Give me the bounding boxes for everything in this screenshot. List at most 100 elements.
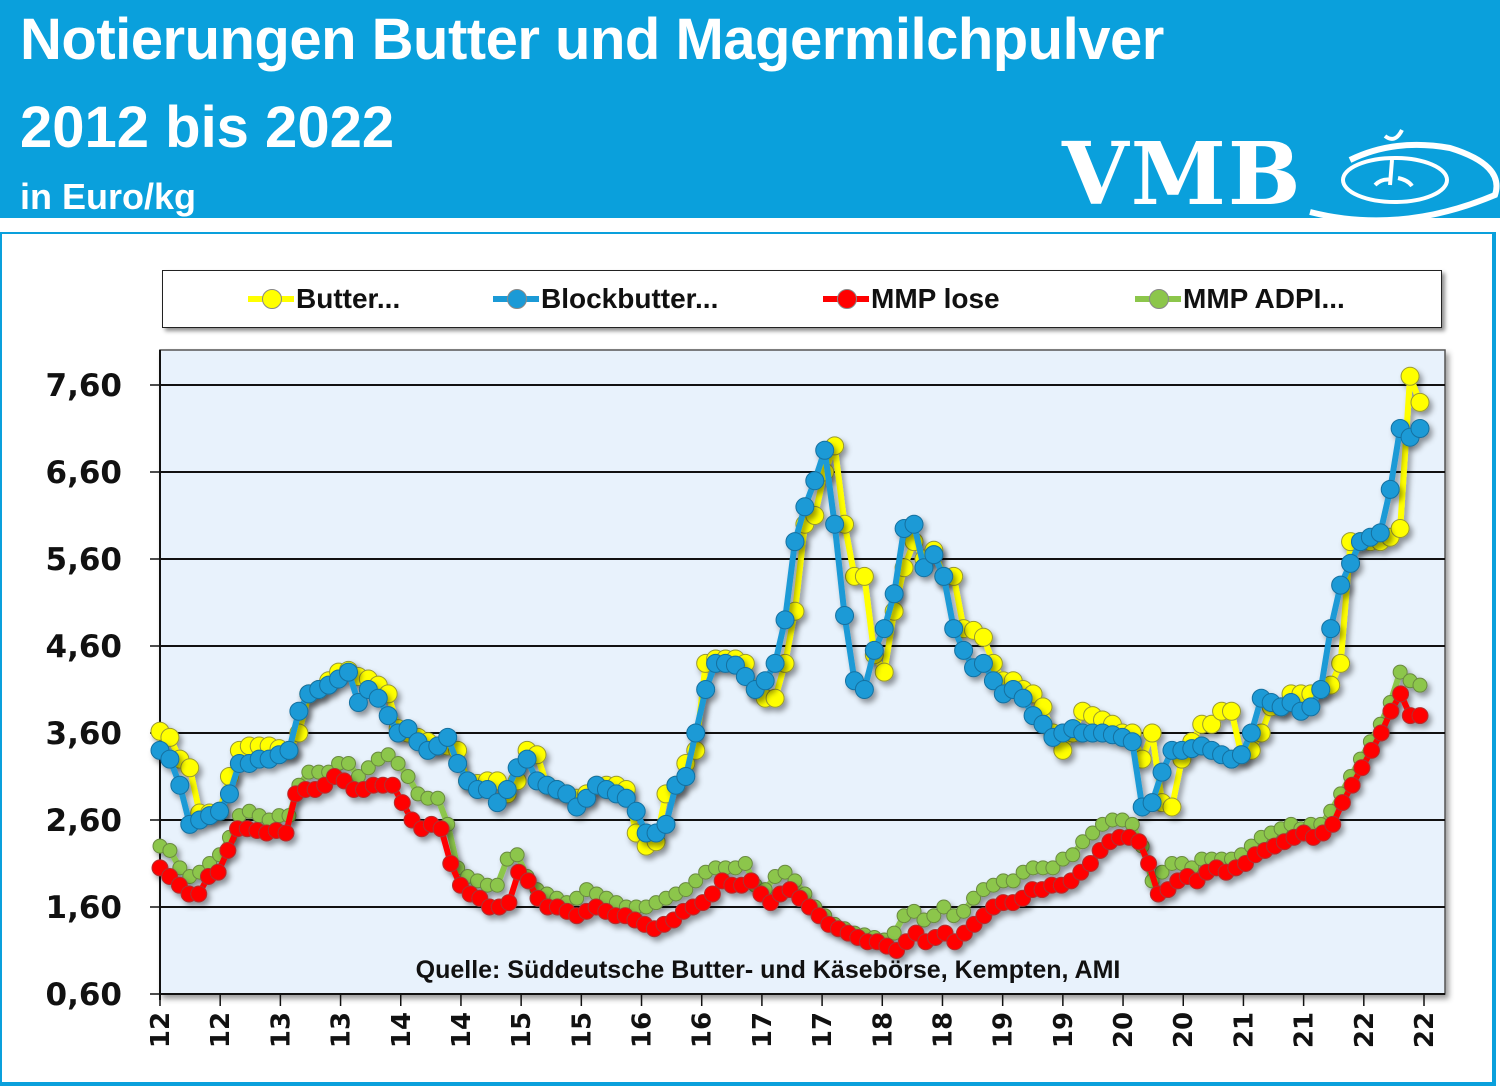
legend-marker-icon — [248, 281, 294, 317]
data-point — [1400, 366, 1420, 386]
data-point — [1321, 619, 1341, 639]
data-point — [765, 688, 785, 708]
data-point — [219, 784, 239, 804]
data-point — [616, 788, 636, 808]
x-tick-label: 13 — [266, 1012, 296, 1048]
data-point — [341, 755, 357, 771]
data-point — [1033, 714, 1053, 734]
data-point — [348, 693, 368, 713]
data-point — [519, 872, 537, 890]
data-point — [500, 894, 518, 912]
x-tick-label: 19 — [1049, 1012, 1079, 1048]
chart-unit: in Euro/kg — [20, 176, 197, 217]
header-banner: Notierungen Butter und Magermilchpulver … — [0, 0, 1500, 225]
data-point — [1392, 685, 1410, 703]
data-point — [497, 780, 517, 800]
data-point — [973, 627, 993, 647]
x-tick-label: 21 — [1229, 1012, 1259, 1048]
data-point — [442, 855, 460, 872]
x-tick-label: 15 — [567, 1012, 597, 1048]
series-group — [150, 366, 1430, 959]
data-point — [517, 749, 537, 769]
data-point — [904, 514, 924, 534]
data-point — [1370, 523, 1390, 543]
x-tick-label: 21 — [1290, 1012, 1320, 1048]
data-point — [398, 719, 418, 739]
data-point — [656, 814, 676, 834]
data-point — [914, 558, 934, 578]
data-point — [1005, 873, 1021, 889]
data-point — [1154, 864, 1170, 880]
data-point — [1353, 759, 1371, 777]
data-point — [577, 788, 597, 808]
data-point — [737, 856, 753, 871]
data-point — [438, 727, 458, 747]
y-tick-label: 4,60 — [46, 629, 123, 665]
data-point — [854, 566, 874, 586]
y-tick-label: 2,60 — [46, 803, 123, 839]
legend-label: Butter... — [296, 283, 401, 314]
legend-item-mmp-lose: MMP lose — [823, 281, 1000, 317]
data-point — [835, 606, 855, 626]
data-point — [1130, 833, 1148, 851]
data-point — [1045, 860, 1061, 876]
data-point — [1372, 724, 1390, 742]
legend: Butter... Blockbutter... MMP lose MMP AD… — [162, 270, 1442, 328]
data-point — [1392, 664, 1408, 680]
data-point — [289, 701, 309, 721]
data-point — [775, 610, 795, 630]
data-point — [973, 653, 993, 673]
legend-marker-icon — [1135, 281, 1181, 317]
y-tick-label: 5,60 — [46, 542, 123, 578]
x-tick-label: 17 — [808, 1012, 838, 1048]
data-point — [487, 793, 507, 813]
vmb-logo-icon — [1309, 129, 1500, 220]
data-point — [1081, 855, 1099, 872]
data-point — [1162, 797, 1182, 817]
data-point — [1202, 714, 1222, 734]
x-tick-label: 14 — [387, 1012, 417, 1048]
data-point — [1231, 745, 1251, 765]
data-point — [162, 842, 178, 858]
data-point — [874, 619, 894, 639]
x-tick-label: 19 — [989, 1012, 1019, 1048]
y-tick-label: 7,60 — [46, 368, 123, 404]
data-point — [1142, 723, 1162, 743]
data-point — [448, 753, 468, 773]
data-point — [703, 885, 721, 903]
data-point — [755, 671, 775, 691]
data-point — [368, 688, 388, 708]
data-point — [954, 640, 974, 660]
data-point — [569, 890, 585, 906]
data-point — [983, 671, 1003, 691]
data-point — [430, 790, 446, 806]
y-tick-label: 0,60 — [46, 977, 123, 1013]
data-point — [864, 640, 884, 660]
data-point — [219, 841, 237, 859]
data-point — [180, 758, 200, 778]
data-point — [906, 903, 922, 919]
data-point — [688, 873, 704, 889]
data-point — [190, 885, 208, 903]
data-point — [1380, 479, 1400, 499]
data-point — [1412, 677, 1428, 693]
chart-title-years: 2012 bis 2022 — [20, 95, 395, 160]
data-point — [277, 824, 295, 842]
data-point — [934, 566, 954, 586]
data-point — [477, 780, 497, 800]
data-point — [1311, 680, 1331, 699]
data-point — [360, 760, 376, 776]
data-point — [886, 925, 902, 941]
data-point — [279, 740, 299, 760]
data-point — [626, 801, 646, 821]
x-axis-ticks: 12 12 13 13 14 14 15 15 16 16 17 17 18 18 19 19 20 20 21 21… — [146, 994, 1440, 1048]
data-point — [1241, 723, 1261, 743]
x-tick-label: 12 — [146, 1012, 176, 1048]
data-point — [1390, 519, 1410, 539]
vmb-logo-text: VMB — [1062, 124, 1303, 225]
chart-title: Notierungen Butter und Magermilchpulver — [20, 7, 1164, 72]
y-tick-label: 3,60 — [46, 716, 123, 752]
legend-marker-icon — [493, 281, 539, 317]
data-point — [1410, 392, 1430, 412]
